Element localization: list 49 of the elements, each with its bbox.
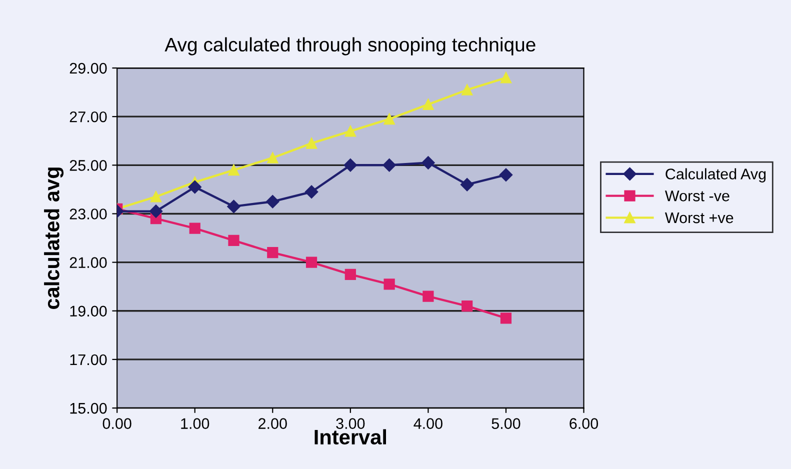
y-tick-label: 23.00 xyxy=(70,208,107,220)
y-tick-label: 15.00 xyxy=(70,402,107,414)
point xyxy=(267,152,278,164)
point xyxy=(150,191,162,202)
point xyxy=(189,222,200,234)
x-tick-label: 4.00 xyxy=(414,418,442,429)
legend-label: Worst -ve xyxy=(664,190,730,202)
point xyxy=(266,195,280,208)
x-tick-label: 3.00 xyxy=(336,418,365,429)
y-tick-label: 29.00 xyxy=(70,62,107,74)
y-axis-title: calculated avg xyxy=(44,168,64,309)
point xyxy=(227,200,240,214)
point xyxy=(462,84,473,96)
point xyxy=(344,268,356,280)
y-tick-label: 27.00 xyxy=(70,111,107,122)
point xyxy=(149,204,163,218)
x-tick-label: 6.00 xyxy=(570,418,598,429)
legend-label: Calculated Avg xyxy=(666,168,766,182)
point xyxy=(422,156,435,170)
point xyxy=(382,158,396,172)
point xyxy=(460,178,474,192)
point xyxy=(422,98,434,110)
point xyxy=(462,300,473,312)
point xyxy=(228,164,240,176)
x-tick-label: 0.00 xyxy=(102,418,132,429)
y-tick-label: 17.00 xyxy=(70,354,107,366)
point xyxy=(499,168,513,182)
point xyxy=(267,247,278,258)
point xyxy=(344,126,356,137)
x-axis-title: Interval xyxy=(314,429,386,445)
x-tick-label: 2.00 xyxy=(258,418,287,429)
point xyxy=(188,180,202,194)
y-tick-label: 21.00 xyxy=(70,257,107,268)
point xyxy=(304,185,318,198)
point xyxy=(306,256,318,268)
y-tick-label: 19.00 xyxy=(70,306,107,317)
point xyxy=(384,278,395,290)
point xyxy=(500,312,512,324)
point xyxy=(228,234,240,246)
x-tick-label: 5.00 xyxy=(492,418,520,429)
point xyxy=(500,72,512,84)
point xyxy=(306,138,318,149)
point xyxy=(384,113,395,125)
x-tick-label: 1.00 xyxy=(181,418,210,429)
point xyxy=(422,290,434,302)
chart-title: Avg calculated through snooping technique xyxy=(164,37,536,56)
legend-label: Worst +ve xyxy=(664,212,734,224)
point xyxy=(344,158,357,172)
y-tick-label: 25.00 xyxy=(70,160,107,171)
